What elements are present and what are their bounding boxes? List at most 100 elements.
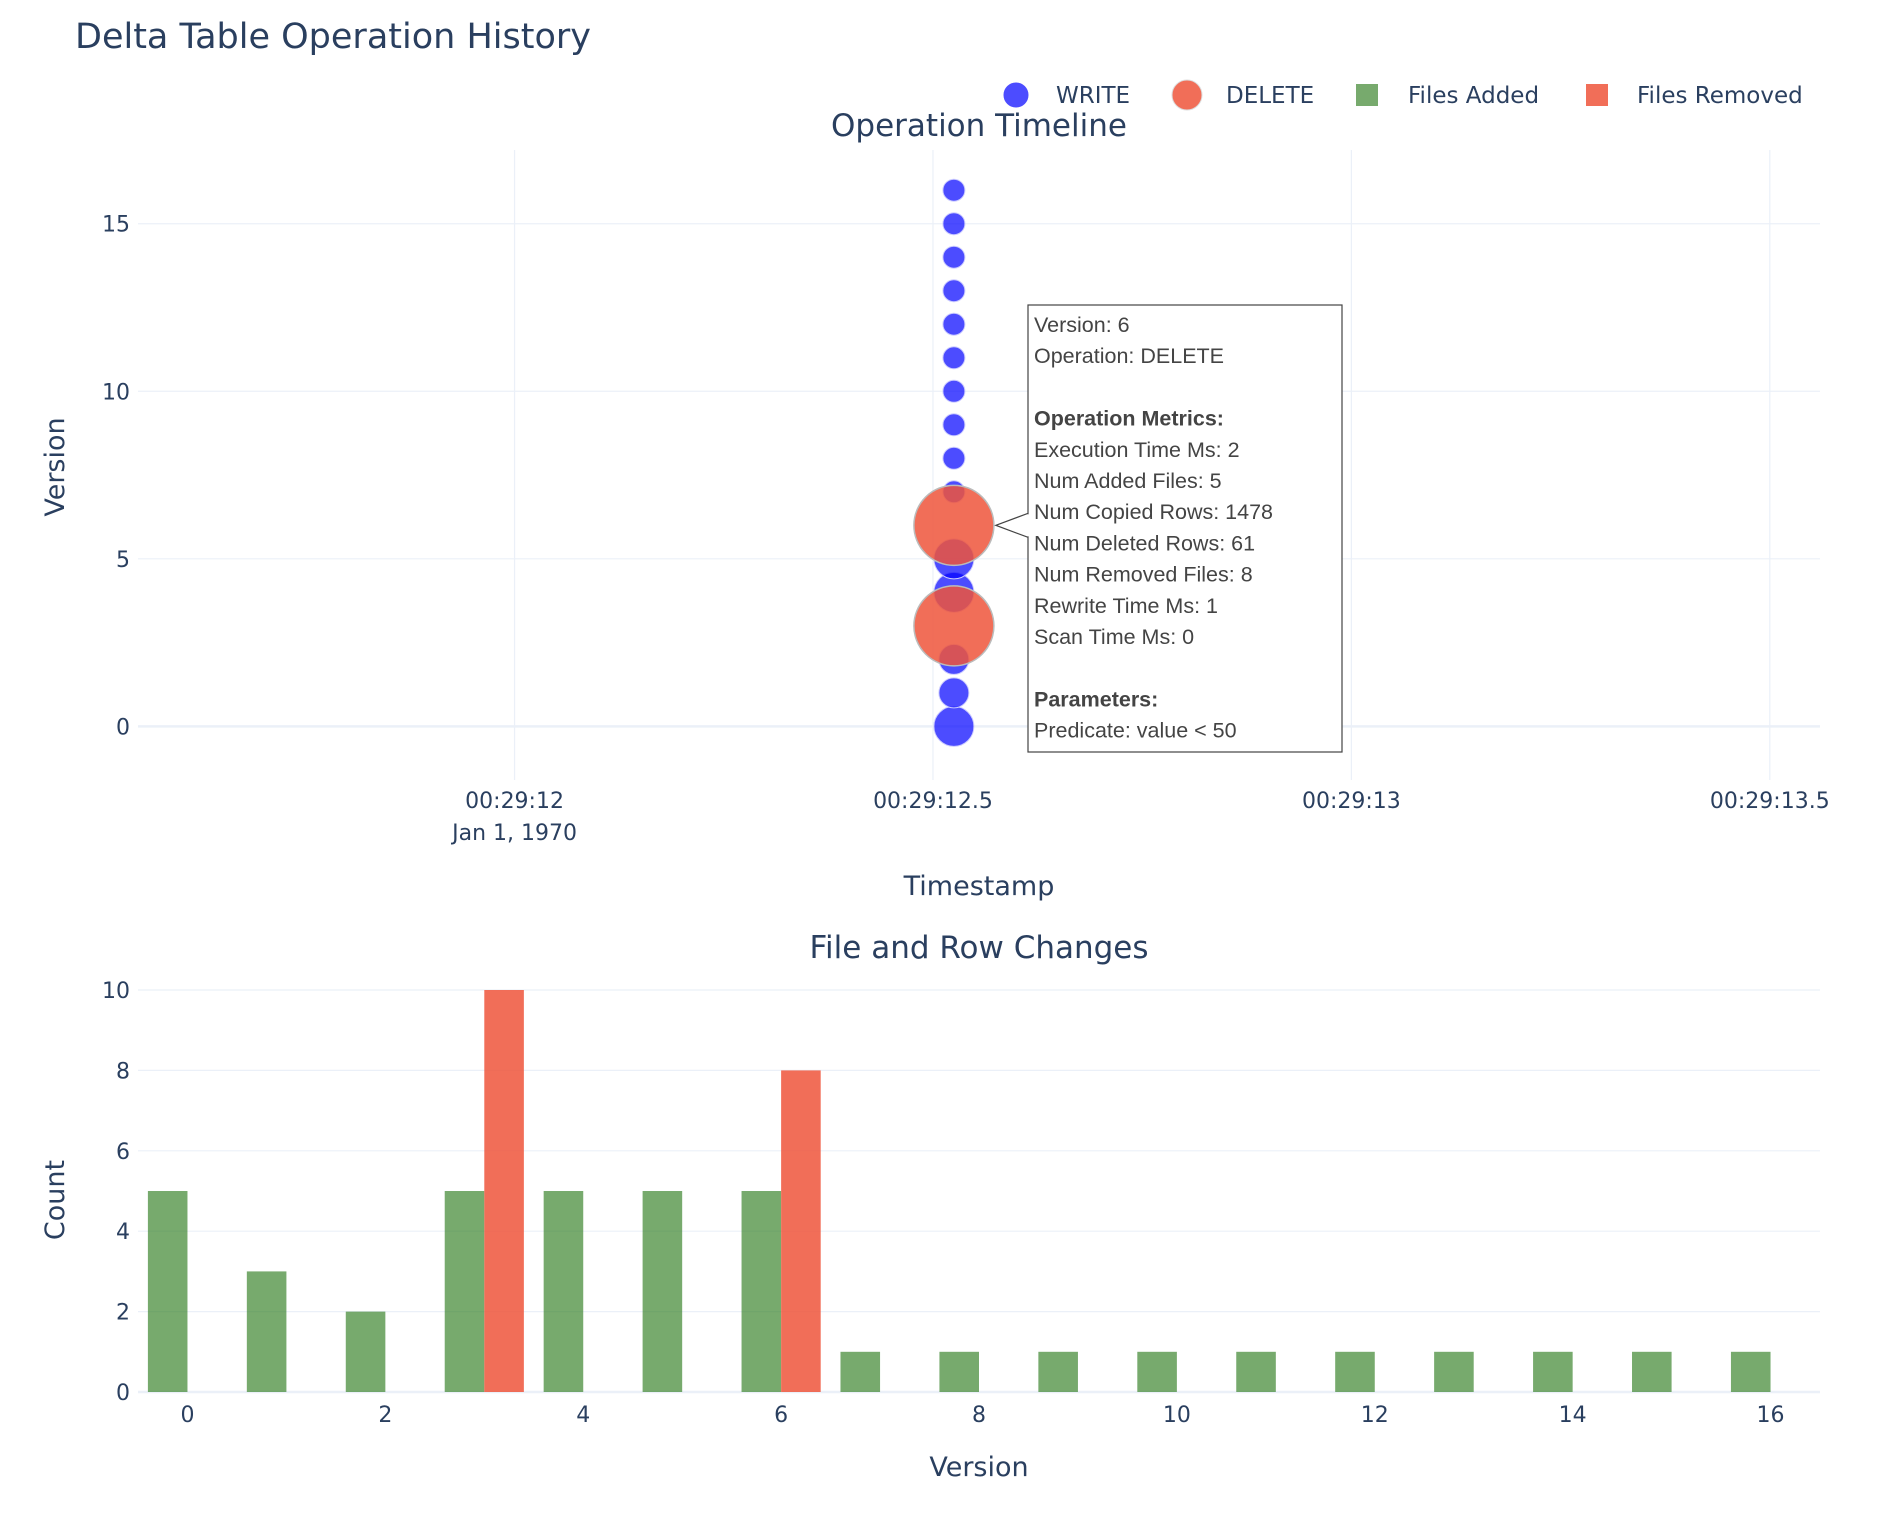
scatter-point-v12[interactable]: [942, 312, 966, 336]
scatter-point-v11[interactable]: [942, 346, 966, 370]
timeline-y-tick-label: 15: [102, 213, 130, 238]
changes-y-tick-label: 0: [116, 1381, 130, 1406]
bar-files-added-v5[interactable]: [642, 1191, 683, 1392]
changes-y-tick-label: 8: [116, 1059, 130, 1084]
timeline-y-ticks: 0 5 10 15: [102, 213, 130, 741]
bar-files-added-v2[interactable]: [345, 1311, 386, 1392]
tooltip-line: Num Copied Rows: 1478: [1034, 500, 1273, 524]
changes-x-tick-label: 16: [1757, 1403, 1785, 1428]
changes-y-ticks: 0 2 4 6 8 10: [102, 979, 130, 1406]
timeline-x-tick-sublabel: Jan 1, 1970: [450, 821, 577, 846]
tooltip-line: Num Added Files: 5: [1034, 469, 1222, 493]
scatter-point-v8[interactable]: [942, 446, 966, 470]
changes-x-tick-label: 6: [774, 1403, 788, 1428]
timeline-x-axis-title: Timestamp: [903, 871, 1055, 902]
bar-files-added-v0[interactable]: [147, 1191, 188, 1392]
timeline-gridlines: [138, 150, 1820, 780]
changes-bars: [147, 990, 1771, 1392]
bar-files-added-v14[interactable]: [1533, 1351, 1573, 1392]
scatter-point-v3[interactable]: [913, 585, 995, 667]
timeline-points: [913, 178, 995, 747]
bar-files-added-v1[interactable]: [246, 1271, 287, 1392]
legend-files-added-swatch: [1356, 84, 1378, 106]
scatter-point-v13[interactable]: [942, 279, 966, 303]
legend: WRITE DELETE Files Added Files Removed: [1002, 79, 1803, 111]
changes-x-tick-label: 0: [180, 1403, 194, 1428]
scatter-point-v6[interactable]: [913, 484, 995, 567]
scatter-point-v10[interactable]: [942, 379, 966, 403]
tooltip-pointer: [994, 512, 1029, 539]
timeline-y-tick-label: 10: [102, 380, 130, 405]
tooltip-line: Operation: DELETE: [1034, 344, 1224, 368]
tooltip-line: Predicate: value < 50: [1034, 719, 1237, 743]
changes-subplot: File and Row Changes 0 2 4 6 8 10 12 14 16 0 2 4 6 8…: [40, 930, 1820, 1483]
tooltip-pointer-join: [1027, 514, 1030, 537]
hover-tooltip: Version: 6 Operation: DELETE Operation Met…: [994, 304, 1343, 753]
changes-x-tick-label: 14: [1559, 1403, 1587, 1428]
figure-title: Delta Table Operation History: [75, 17, 591, 57]
legend-item-delete[interactable]: DELETE: [1171, 79, 1314, 111]
changes-y-axis-title: Count: [40, 1160, 71, 1240]
bar-files-added-v7[interactable]: [840, 1351, 881, 1392]
scatter-point-v1[interactable]: [938, 677, 970, 709]
legend-files-removed-swatch: [1586, 84, 1608, 106]
scatter-point-v9[interactable]: [942, 413, 966, 437]
changes-x-tick-label: 10: [1163, 1403, 1191, 1428]
changes-x-axis-title: Version: [929, 1452, 1028, 1483]
legend-delete-label: DELETE: [1226, 83, 1314, 109]
legend-files-removed-label: Files Removed: [1637, 83, 1803, 109]
bar-files-added-v13[interactable]: [1434, 1351, 1474, 1392]
tooltip-line: Operation Metrics:: [1034, 407, 1224, 431]
changes-y-tick-label: 10: [102, 979, 130, 1004]
timeline-x-tick-label: 00:29:12: [465, 789, 564, 814]
legend-item-write[interactable]: WRITE: [1002, 81, 1130, 109]
timeline-x-tick-label: 00:29:13.5: [1710, 789, 1830, 814]
changes-gridlines: [138, 989, 1820, 1394]
scatter-point-v0[interactable]: [933, 705, 975, 747]
bar-files-added-v11[interactable]: [1236, 1351, 1276, 1392]
legend-item-files-added[interactable]: Files Added: [1356, 83, 1539, 109]
scatter-point-v14[interactable]: [942, 245, 966, 269]
timeline-x-tick-label: 00:29:13: [1302, 789, 1401, 814]
timeline-y-axis-title: Version: [40, 417, 71, 516]
timeline-title: Operation Timeline: [831, 108, 1127, 144]
bar-files-added-v16[interactable]: [1730, 1351, 1771, 1392]
tooltip-line: Execution Time Ms: 2: [1034, 438, 1240, 462]
bar-files-added-v12[interactable]: [1335, 1351, 1375, 1392]
tooltip-line: Rewrite Time Ms: 1: [1034, 594, 1218, 618]
bar-files-removed-v6[interactable]: [781, 1070, 821, 1392]
bar-files-added-v6[interactable]: [741, 1191, 782, 1392]
legend-files-added-label: Files Added: [1408, 83, 1539, 109]
bar-files-added-v3[interactable]: [444, 1191, 485, 1392]
timeline-x-ticks: 00:29:12 Jan 1, 1970 00:29:12.5 00:29:13 00:…: [450, 789, 1830, 846]
legend-item-files-removed[interactable]: Files Removed: [1586, 83, 1803, 109]
changes-x-tick-label: 12: [1361, 1403, 1389, 1428]
timeline-y-tick-label: 5: [116, 548, 130, 573]
legend-write-marker: [1002, 81, 1030, 109]
bar-files-added-v10[interactable]: [1137, 1351, 1177, 1392]
bar-files-removed-v3[interactable]: [484, 990, 524, 1392]
legend-write-label: WRITE: [1056, 83, 1130, 109]
tooltip-box: [1027, 304, 1343, 753]
changes-y-tick-label: 4: [116, 1220, 130, 1245]
tooltip-line: Num Removed Files: 8: [1034, 563, 1253, 587]
changes-x-tick-label: 8: [972, 1403, 986, 1428]
legend-delete-marker: [1171, 79, 1203, 111]
scatter-point-v16[interactable]: [942, 178, 966, 202]
changes-y-tick-label: 6: [116, 1140, 130, 1165]
bar-files-added-v9[interactable]: [1038, 1351, 1078, 1392]
bar-files-added-v15[interactable]: [1632, 1351, 1672, 1392]
changes-x-tick-label: 2: [378, 1403, 392, 1428]
timeline-y-tick-label: 0: [116, 715, 130, 740]
changes-x-ticks: 0 2 4 6 8 10 12 14 16: [180, 1403, 1784, 1428]
bar-files-added-v4[interactable]: [543, 1191, 584, 1392]
scatter-point-v15[interactable]: [942, 212, 966, 236]
tooltip-line: Parameters:: [1034, 687, 1158, 711]
bar-files-added-v8[interactable]: [939, 1351, 979, 1392]
changes-title: File and Row Changes: [809, 930, 1148, 966]
tooltip-line: Scan Time Ms: 0: [1034, 625, 1194, 649]
changes-y-tick-label: 2: [116, 1301, 130, 1326]
tooltip-line: Num Deleted Rows: 61: [1034, 531, 1255, 555]
